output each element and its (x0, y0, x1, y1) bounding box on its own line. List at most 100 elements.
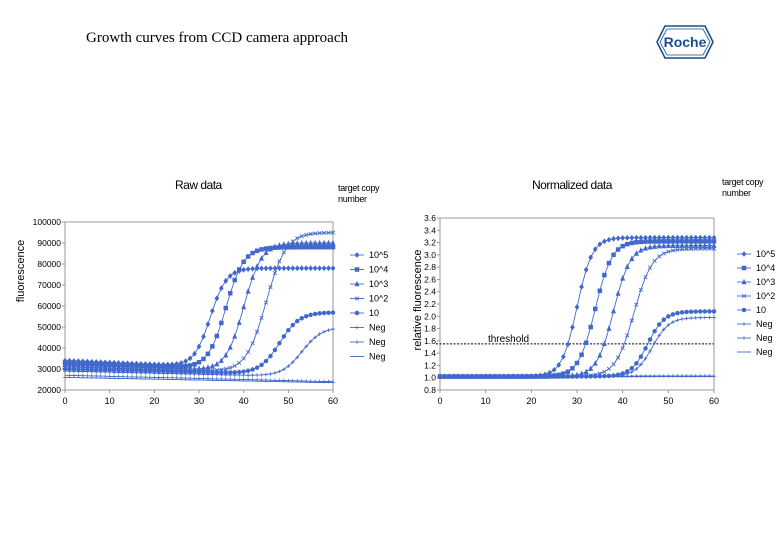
norm-data-point (693, 242, 699, 248)
norm-data-point (643, 245, 648, 251)
raw-data-point (268, 372, 273, 376)
raw-data-point (254, 263, 260, 269)
norm-data-point (647, 239, 653, 244)
raw-data-point (291, 360, 295, 364)
norm-data-point (611, 235, 616, 242)
raw-data-point (321, 265, 327, 272)
norm-data-point (620, 345, 625, 351)
raw-data-point (223, 351, 229, 358)
norm-legend-label: Neg (756, 333, 773, 343)
raw-data-point (103, 370, 107, 374)
raw-data-point (241, 369, 246, 374)
raw-data-point (245, 288, 251, 294)
raw-data-point (250, 250, 255, 256)
norm-data-point (629, 255, 635, 261)
raw-data-point (263, 249, 269, 256)
raw-xtick-label: 60 (328, 396, 338, 406)
raw-legend-swatch-marker (354, 267, 360, 272)
raw-data-point (272, 347, 278, 353)
raw-data-point (312, 244, 318, 250)
raw-data-point (250, 367, 255, 372)
raw-xtick-label: 40 (239, 396, 249, 406)
raw-data-point (143, 371, 148, 375)
raw-data-point (321, 230, 327, 236)
raw-data-point (174, 371, 179, 376)
norm-data-point (647, 337, 653, 342)
raw-data-point (165, 371, 170, 376)
norm-data-point (588, 254, 594, 261)
raw-data-point (215, 372, 219, 377)
norm-data-point (693, 309, 698, 314)
norm-data-point (639, 362, 643, 367)
raw-data-point (304, 344, 308, 349)
norm-series-line (440, 317, 715, 377)
raw-legend-label: 10^2 (369, 294, 388, 304)
raw-legend-label: Neg (369, 323, 386, 333)
raw-data-point (294, 265, 300, 272)
raw-data-point (303, 265, 309, 272)
raw-data-point (326, 310, 331, 315)
norm-data-point (656, 239, 662, 244)
norm-data-point (652, 328, 657, 334)
norm-data-point (556, 362, 562, 368)
norm-xtick-label: 20 (526, 396, 536, 406)
norm-data-point (665, 242, 671, 249)
raw-data-point (214, 333, 220, 339)
raw-data-point (205, 364, 211, 370)
norm-data-point (707, 246, 712, 251)
raw-data-point (192, 350, 197, 357)
norm-data-point (661, 251, 666, 256)
raw-data-point (161, 371, 166, 376)
norm-series: 10^5 (437, 234, 775, 380)
raw-data-point (245, 254, 251, 259)
norm-data-point (593, 306, 598, 312)
raw-data-point (183, 372, 188, 376)
norm-series: 10^4 (437, 239, 775, 379)
raw-data-point (157, 371, 161, 376)
norm-ytick-label: 3.6 (424, 213, 436, 223)
raw-data-point (170, 371, 174, 376)
norm-ytick-label: 3.0 (424, 250, 436, 260)
raw-data-point (125, 370, 130, 375)
raw-data-point (321, 310, 327, 316)
raw-data-point (263, 300, 269, 305)
raw-data-point (241, 356, 246, 361)
raw-data-point (299, 315, 304, 321)
raw-data-point (121, 370, 125, 375)
raw-data-point (331, 327, 335, 331)
raw-data-point (273, 371, 277, 375)
raw-ytick-label: 90000 (37, 238, 61, 248)
raw-xtick-label: 0 (62, 396, 67, 406)
norm-data-point (602, 272, 607, 278)
norm-data-point (698, 309, 703, 314)
raw-data-point (321, 239, 327, 246)
raw-data-point (282, 367, 286, 372)
norm-data-point (625, 333, 630, 338)
norm-ytick-label: 2.8 (424, 262, 436, 272)
raw-data-point (308, 239, 314, 246)
raw-data-point (281, 250, 286, 255)
raw-data-point (295, 244, 300, 250)
norm-data-point (638, 354, 644, 359)
norm-series-line (440, 245, 714, 377)
raw-legend-title: target copy number (338, 183, 380, 204)
norm-data-point (579, 283, 584, 290)
norm-legend-label: 10^4 (756, 263, 775, 273)
norm-data-point (565, 341, 571, 348)
raw-data-point (255, 373, 259, 377)
norm-xtick-label: 40 (618, 396, 628, 406)
norm-legend-label: 10^3 (756, 277, 775, 287)
raw-xtick-label: 30 (194, 396, 204, 406)
norm-data-point (602, 369, 607, 374)
raw-data-point (237, 373, 241, 377)
norm-data-point (652, 341, 657, 345)
raw-data-point (250, 265, 255, 272)
norm-ytick-label: 2.0 (424, 311, 436, 321)
raw-data-point (259, 247, 264, 252)
norm-data-point (661, 239, 667, 244)
norm-data-point (606, 236, 612, 243)
norm-data-point (702, 246, 707, 251)
norm-data-point (702, 309, 708, 314)
raw-data-point (246, 350, 251, 355)
norm-data-point (657, 333, 661, 338)
